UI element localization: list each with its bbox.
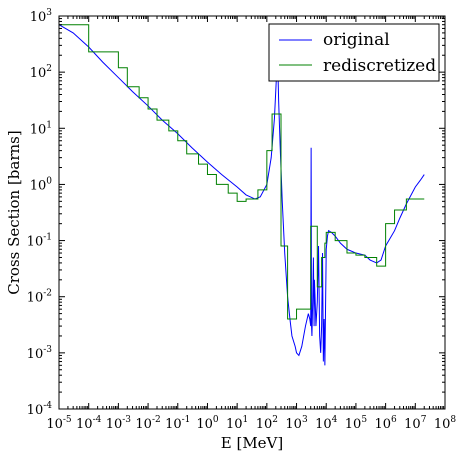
y-axis-title: Cross Section [barns] (5, 130, 23, 294)
plot-frame (58, 15, 446, 410)
y-tick-label: 102 (30, 64, 52, 81)
y-tick-label: 101 (30, 120, 52, 137)
legend-box (268, 23, 440, 82)
tick-labels: 10-5 10-4 10-3 10-2 10-1 100 101 102 103 104 105 10… (27, 8, 457, 432)
y-tick-label: 10-3 (27, 345, 53, 362)
series-layer (59, 24, 425, 366)
y-tick-label: 100 (30, 176, 53, 193)
x-tick-label: 105 (345, 415, 368, 432)
x-tick-label: 10-4 (76, 415, 102, 432)
x-tick-label: 108 (434, 415, 457, 432)
x-tick-label: 10-2 (135, 415, 160, 432)
x-tick-label: 10-5 (46, 415, 72, 432)
y-tick-label: 10-1 (27, 233, 52, 250)
y-tick-label: 10-4 (27, 401, 53, 418)
x-tick-label: 10-3 (106, 415, 132, 432)
x-tick-label: 100 (196, 415, 219, 432)
x-tick-label: 103 (285, 415, 308, 432)
x-tick-label: 10-1 (165, 415, 190, 432)
x-tick-label: 102 (256, 415, 278, 432)
x-tick-label: 106 (374, 415, 397, 432)
legend-label-original: original (323, 30, 390, 50)
legend: original rediscretized (268, 23, 440, 82)
y-tick-label: 103 (30, 8, 53, 25)
x-tick-label: 104 (315, 415, 338, 432)
legend-label-rediscretized: rediscretized (323, 56, 436, 76)
series-rediscretized (59, 24, 425, 320)
x-axis-title: E [MeV] (221, 434, 284, 452)
x-tick-label: 101 (226, 415, 248, 432)
x-tick-label: 107 (404, 415, 427, 432)
y-tick-label: 10-2 (27, 289, 52, 306)
